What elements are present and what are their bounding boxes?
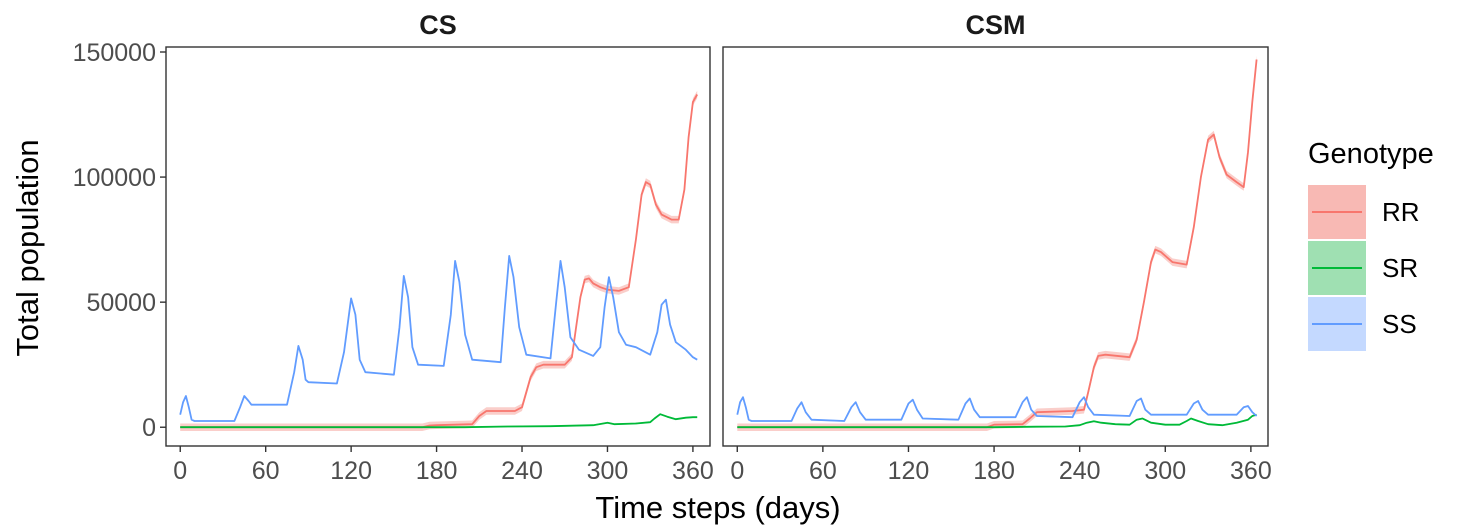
x-tick-label: 120 bbox=[330, 457, 372, 485]
facet-title-cs: CS bbox=[419, 10, 457, 40]
ribbon-rr-cs bbox=[180, 90, 698, 432]
x-tick-label: 240 bbox=[1059, 457, 1101, 485]
facet-strip-0 bbox=[166, 2, 710, 45]
series-line-rr-csm bbox=[737, 59, 1258, 429]
series-line-sr-cs bbox=[180, 413, 698, 429]
x-axis-title: Time steps (days) bbox=[595, 490, 840, 525]
x-tick-label: 60 bbox=[252, 457, 280, 485]
ribbon-rr-csm bbox=[737, 55, 1257, 432]
x-tick-label: 240 bbox=[501, 457, 543, 485]
x-tick-label: 180 bbox=[416, 457, 458, 485]
y-axis-title: Total population bbox=[10, 139, 45, 356]
ribbon-ss-cs bbox=[180, 255, 698, 422]
x-tick-label: 60 bbox=[809, 457, 837, 485]
y-tick-label: 150000 bbox=[73, 39, 156, 67]
facet-strip-1 bbox=[723, 2, 1268, 45]
legend-title: Genotype bbox=[1308, 138, 1434, 170]
legend-label-sr: SR bbox=[1382, 253, 1418, 283]
panel-border-1 bbox=[722, 46, 1269, 447]
y-tick-label: 50000 bbox=[86, 289, 156, 317]
x-tick-label: 300 bbox=[1144, 457, 1186, 485]
series-line-ss-cs bbox=[179, 255, 698, 422]
series-line-sr-csm bbox=[737, 413, 1257, 429]
facet-title-csm: CSM bbox=[966, 10, 1026, 40]
legend-label-ss: SS bbox=[1382, 309, 1417, 339]
panel-border-0 bbox=[165, 46, 711, 447]
x-tick-label: 0 bbox=[173, 457, 187, 485]
x-tick-label: 360 bbox=[672, 457, 714, 485]
y-tick-label: 100000 bbox=[73, 164, 156, 192]
x-tick-label: 180 bbox=[973, 457, 1015, 485]
series-line-ss-csm bbox=[736, 396, 1258, 422]
series-line-rr-cs bbox=[180, 94, 698, 429]
x-tick-label: 360 bbox=[1230, 457, 1272, 485]
x-tick-label: 120 bbox=[888, 457, 930, 485]
y-tick-label: 0 bbox=[142, 414, 156, 442]
legend-label-rr: RR bbox=[1382, 197, 1420, 227]
x-tick-label: 0 bbox=[730, 457, 744, 485]
x-tick-label: 300 bbox=[587, 457, 629, 485]
